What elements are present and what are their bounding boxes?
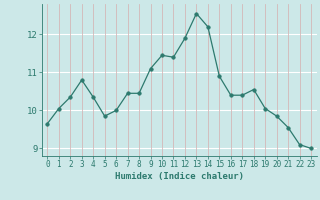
X-axis label: Humidex (Indice chaleur): Humidex (Indice chaleur) bbox=[115, 172, 244, 181]
